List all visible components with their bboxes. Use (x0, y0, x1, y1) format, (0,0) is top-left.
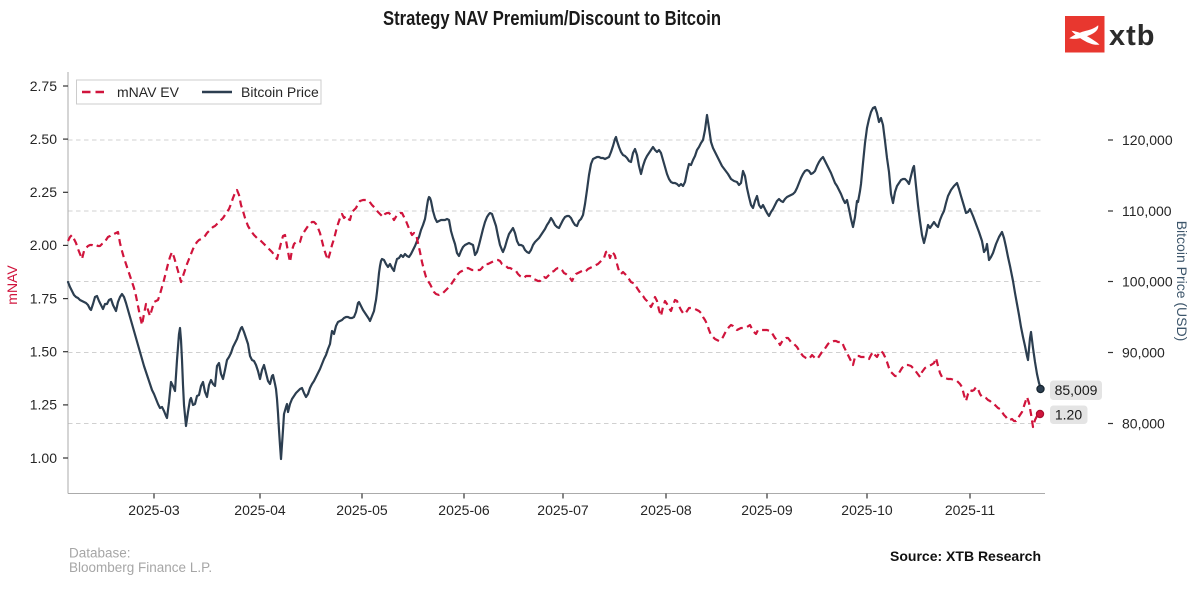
svg-text:1.25: 1.25 (30, 397, 57, 413)
svg-text:80,000: 80,000 (1122, 415, 1165, 431)
svg-text:xtb: xtb (1109, 20, 1156, 52)
svg-text:2025-06: 2025-06 (438, 502, 490, 518)
svg-text:2025-11: 2025-11 (945, 502, 996, 518)
svg-text:110,000: 110,000 (1122, 203, 1172, 219)
svg-text:2025-05: 2025-05 (336, 502, 388, 518)
svg-text:1.50: 1.50 (30, 344, 57, 360)
svg-text:Bitcoin Price: Bitcoin Price (241, 84, 319, 100)
svg-text:Database:: Database: (69, 546, 131, 561)
svg-text:Bloomberg Finance L.P.: Bloomberg Finance L.P. (69, 560, 212, 575)
svg-text:2025-04: 2025-04 (234, 502, 286, 518)
svg-text:85,009: 85,009 (1055, 382, 1098, 398)
svg-text:1.20: 1.20 (1055, 407, 1082, 423)
svg-text:Strategy NAV Premium/Discount: Strategy NAV Premium/Discount to Bitcoin (383, 8, 721, 30)
svg-text:1.75: 1.75 (30, 290, 57, 306)
svg-text:Source: XTB Research: Source: XTB Research (890, 548, 1041, 564)
svg-text:2025-10: 2025-10 (841, 502, 893, 518)
svg-text:mNAV EV: mNAV EV (117, 84, 180, 100)
svg-text:120,000: 120,000 (1122, 132, 1173, 148)
svg-text:2025-08: 2025-08 (640, 502, 692, 518)
svg-text:2025-07: 2025-07 (537, 502, 589, 518)
svg-text:2.00: 2.00 (30, 237, 57, 253)
svg-text:90,000: 90,000 (1122, 344, 1165, 360)
svg-text:2025-03: 2025-03 (128, 502, 180, 518)
svg-text:2025-09: 2025-09 (741, 502, 793, 518)
svg-text:2.75: 2.75 (30, 78, 57, 94)
svg-text:100,000: 100,000 (1122, 273, 1173, 289)
svg-text:2.25: 2.25 (30, 184, 57, 200)
svg-text:mNAV: mNAV (4, 265, 20, 305)
svg-text:Bitcoin Price (USD): Bitcoin Price (USD) (1174, 221, 1190, 342)
svg-text:2.50: 2.50 (30, 131, 57, 147)
svg-text:1.00: 1.00 (30, 450, 57, 466)
